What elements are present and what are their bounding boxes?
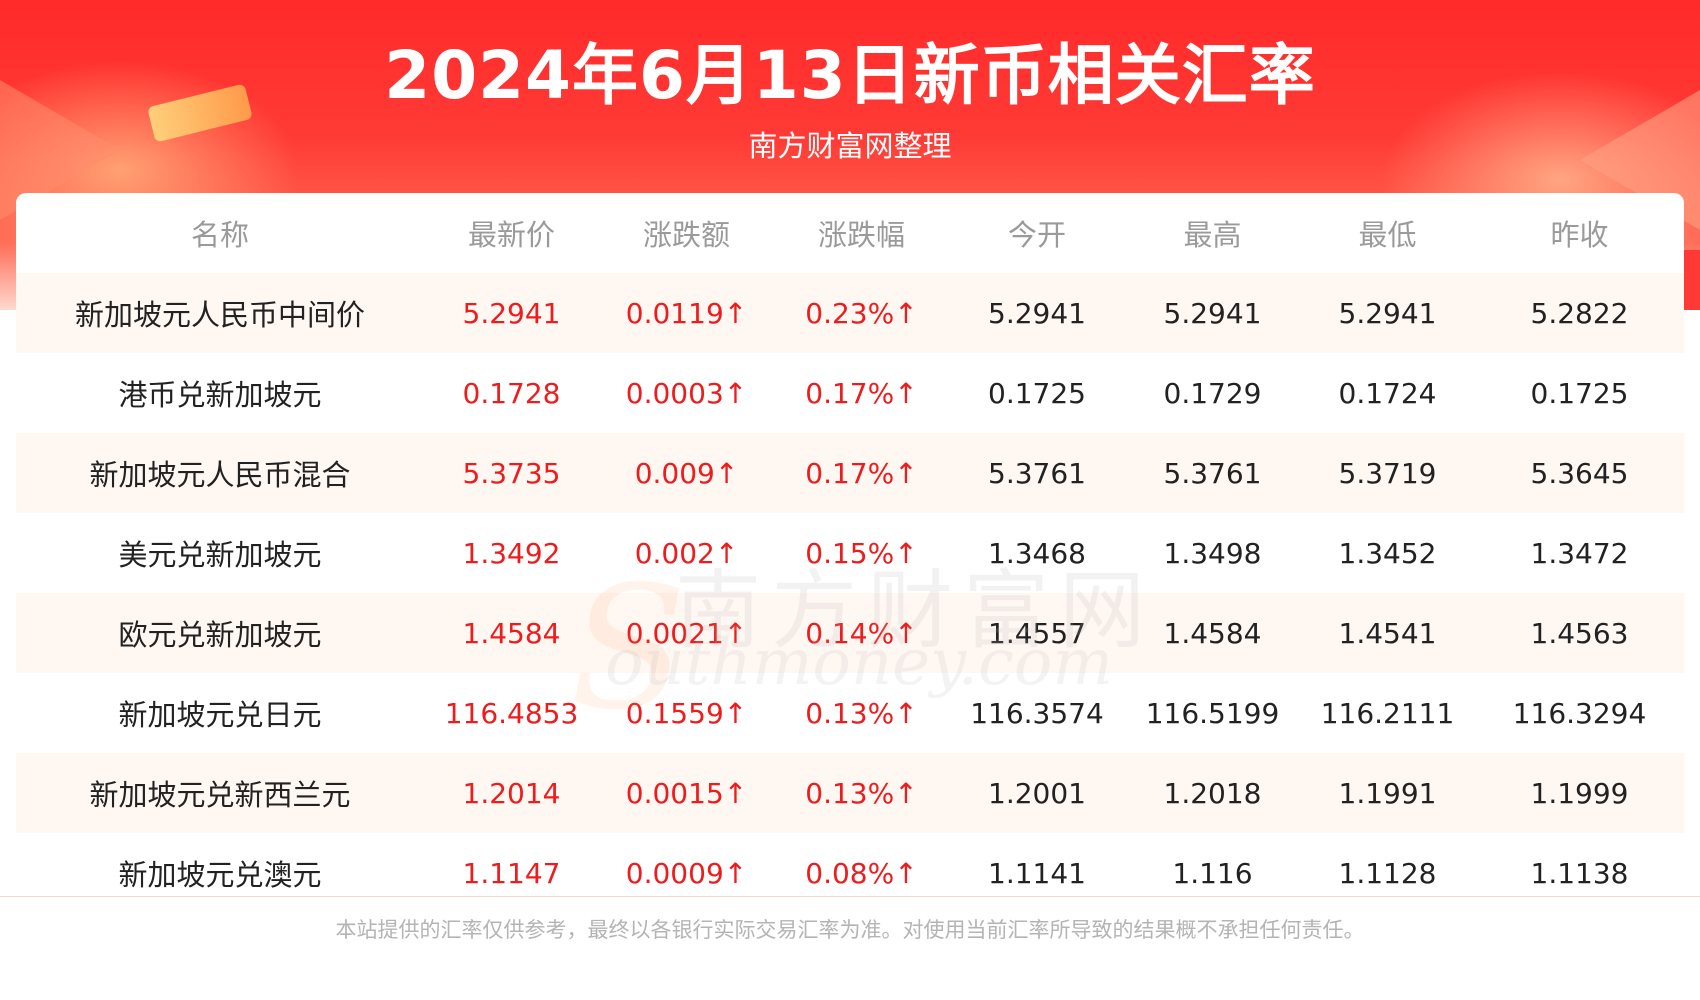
cell-change: 0.0119↑	[599, 273, 774, 353]
cell-open: 1.4557	[949, 593, 1125, 673]
cell-low: 116.2111	[1300, 673, 1475, 753]
cell-name: 新加坡元兑新西兰元	[16, 753, 424, 833]
cell-high: 1.4584	[1125, 593, 1300, 673]
table-row: 新加坡元兑澳元 1.1147 0.0009↑ 0.08%↑ 1.1141 1.1…	[16, 833, 1684, 913]
cell-open: 5.3761	[949, 433, 1125, 513]
cell-open: 1.3468	[949, 513, 1125, 593]
column-header-high: 最高	[1183, 218, 1242, 252]
cell-high: 116.5199	[1125, 673, 1300, 753]
cell-pct: 0.13%↑	[774, 753, 949, 833]
cell-name: 欧元兑新加坡元	[16, 593, 424, 673]
column-header-prev: 昨收	[1550, 218, 1609, 252]
cell-pct: 0.14%↑	[774, 593, 949, 673]
cell-prev: 5.2822	[1475, 273, 1684, 353]
cell-low: 0.1724	[1300, 353, 1475, 433]
cell-name: 新加坡元人民币中间价	[16, 273, 424, 353]
table-row: 新加坡元兑新西兰元 1.2014 0.0015↑ 0.13%↑ 1.2001 1…	[16, 753, 1684, 833]
cell-latest: 1.4584	[424, 593, 599, 673]
cell-low: 5.2941	[1300, 273, 1475, 353]
cell-pct: 0.23%↑	[774, 273, 949, 353]
cell-low: 1.3452	[1300, 513, 1475, 593]
table-row: 新加坡元人民币混合 5.3735 0.009↑ 0.17%↑ 5.3761 5.…	[16, 433, 1684, 513]
column-header-open: 今开	[1007, 218, 1066, 252]
cell-high: 1.3498	[1125, 513, 1300, 593]
column-header-low: 最低	[1358, 218, 1417, 252]
cell-pct: 0.15%↑	[774, 513, 949, 593]
cell-high: 5.3761	[1125, 433, 1300, 513]
cell-latest: 1.1147	[424, 833, 599, 913]
cell-open: 1.1141	[949, 833, 1125, 913]
exchange-rate-table: 名称 最新价 涨跌额 涨跌幅 今开 最高 最低 昨收 新加坡元人民币中间价 5.…	[16, 193, 1684, 913]
cell-latest: 1.3492	[424, 513, 599, 593]
cell-change: 0.1559↑	[599, 673, 774, 753]
cell-change: 0.0003↑	[599, 353, 774, 433]
cell-latest: 5.2941	[424, 273, 599, 353]
cell-latest: 1.2014	[424, 753, 599, 833]
page-subtitle: 南方财富网整理	[748, 129, 952, 163]
table-header-row: 名称 最新价 涨跌额 涨跌幅 今开 最高 最低 昨收	[16, 193, 1684, 273]
cell-low: 1.1991	[1300, 753, 1475, 833]
table-row: 美元兑新加坡元 1.3492 0.002↑ 0.15%↑ 1.3468 1.34…	[16, 513, 1684, 593]
cell-prev: 1.1999	[1475, 753, 1684, 833]
cell-change: 0.0009↑	[599, 833, 774, 913]
cell-prev: 1.1138	[1475, 833, 1684, 913]
footer-divider	[0, 896, 1700, 897]
column-header-change: 涨跌额	[642, 218, 730, 252]
table-row: 新加坡元兑日元 116.4853 0.1559↑ 0.13%↑ 116.3574…	[16, 673, 1684, 753]
cell-name: 美元兑新加坡元	[16, 513, 424, 593]
cell-pct: 0.17%↑	[774, 433, 949, 513]
column-header-latest: 最新价	[467, 218, 555, 252]
cell-change: 0.0015↑	[599, 753, 774, 833]
page-title: 2024年6月13日新币相关汇率	[384, 37, 1316, 114]
cell-low: 1.1128	[1300, 833, 1475, 913]
cell-change: 0.009↑	[599, 433, 774, 513]
cell-change: 0.002↑	[599, 513, 774, 593]
cell-high: 1.116	[1125, 833, 1300, 913]
table-row: 新加坡元人民币中间价 5.2941 0.0119↑ 0.23%↑ 5.2941 …	[16, 273, 1684, 353]
cell-low: 5.3719	[1300, 433, 1475, 513]
cell-pct: 0.08%↑	[774, 833, 949, 913]
cell-latest: 5.3735	[424, 433, 599, 513]
cell-prev: 5.3645	[1475, 433, 1684, 513]
cell-open: 0.1725	[949, 353, 1125, 433]
cell-open: 1.2001	[949, 753, 1125, 833]
footer-disclaimer: 本站提供的汇率仅供参考，最终以各银行实际交易汇率为准。对使用当前汇率所导致的结果…	[335, 918, 1365, 942]
cell-change: 0.0021↑	[599, 593, 774, 673]
cell-name: 新加坡元人民币混合	[16, 433, 424, 513]
cell-open: 116.3574	[949, 673, 1125, 753]
cell-prev: 0.1725	[1475, 353, 1684, 433]
cell-name: 新加坡元兑澳元	[16, 833, 424, 913]
table-row: 港币兑新加坡元 0.1728 0.0003↑ 0.17%↑ 0.1725 0.1…	[16, 353, 1684, 433]
cell-name: 新加坡元兑日元	[16, 673, 424, 753]
column-header-name: 名称	[190, 218, 249, 252]
table-row: 欧元兑新加坡元 1.4584 0.0021↑ 0.14%↑ 1.4557 1.4…	[16, 593, 1684, 673]
cell-high: 0.1729	[1125, 353, 1300, 433]
cell-latest: 0.1728	[424, 353, 599, 433]
cell-prev: 1.3472	[1475, 513, 1684, 593]
cell-open: 5.2941	[949, 273, 1125, 353]
column-header-pct: 涨跌幅	[817, 218, 905, 252]
cell-high: 5.2941	[1125, 273, 1300, 353]
cell-name: 港币兑新加坡元	[16, 353, 424, 433]
cell-pct: 0.17%↑	[774, 353, 949, 433]
cell-low: 1.4541	[1300, 593, 1475, 673]
cell-prev: 1.4563	[1475, 593, 1684, 673]
cell-pct: 0.13%↑	[774, 673, 949, 753]
cell-high: 1.2018	[1125, 753, 1300, 833]
cell-prev: 116.3294	[1475, 673, 1684, 753]
cell-latest: 116.4853	[424, 673, 599, 753]
